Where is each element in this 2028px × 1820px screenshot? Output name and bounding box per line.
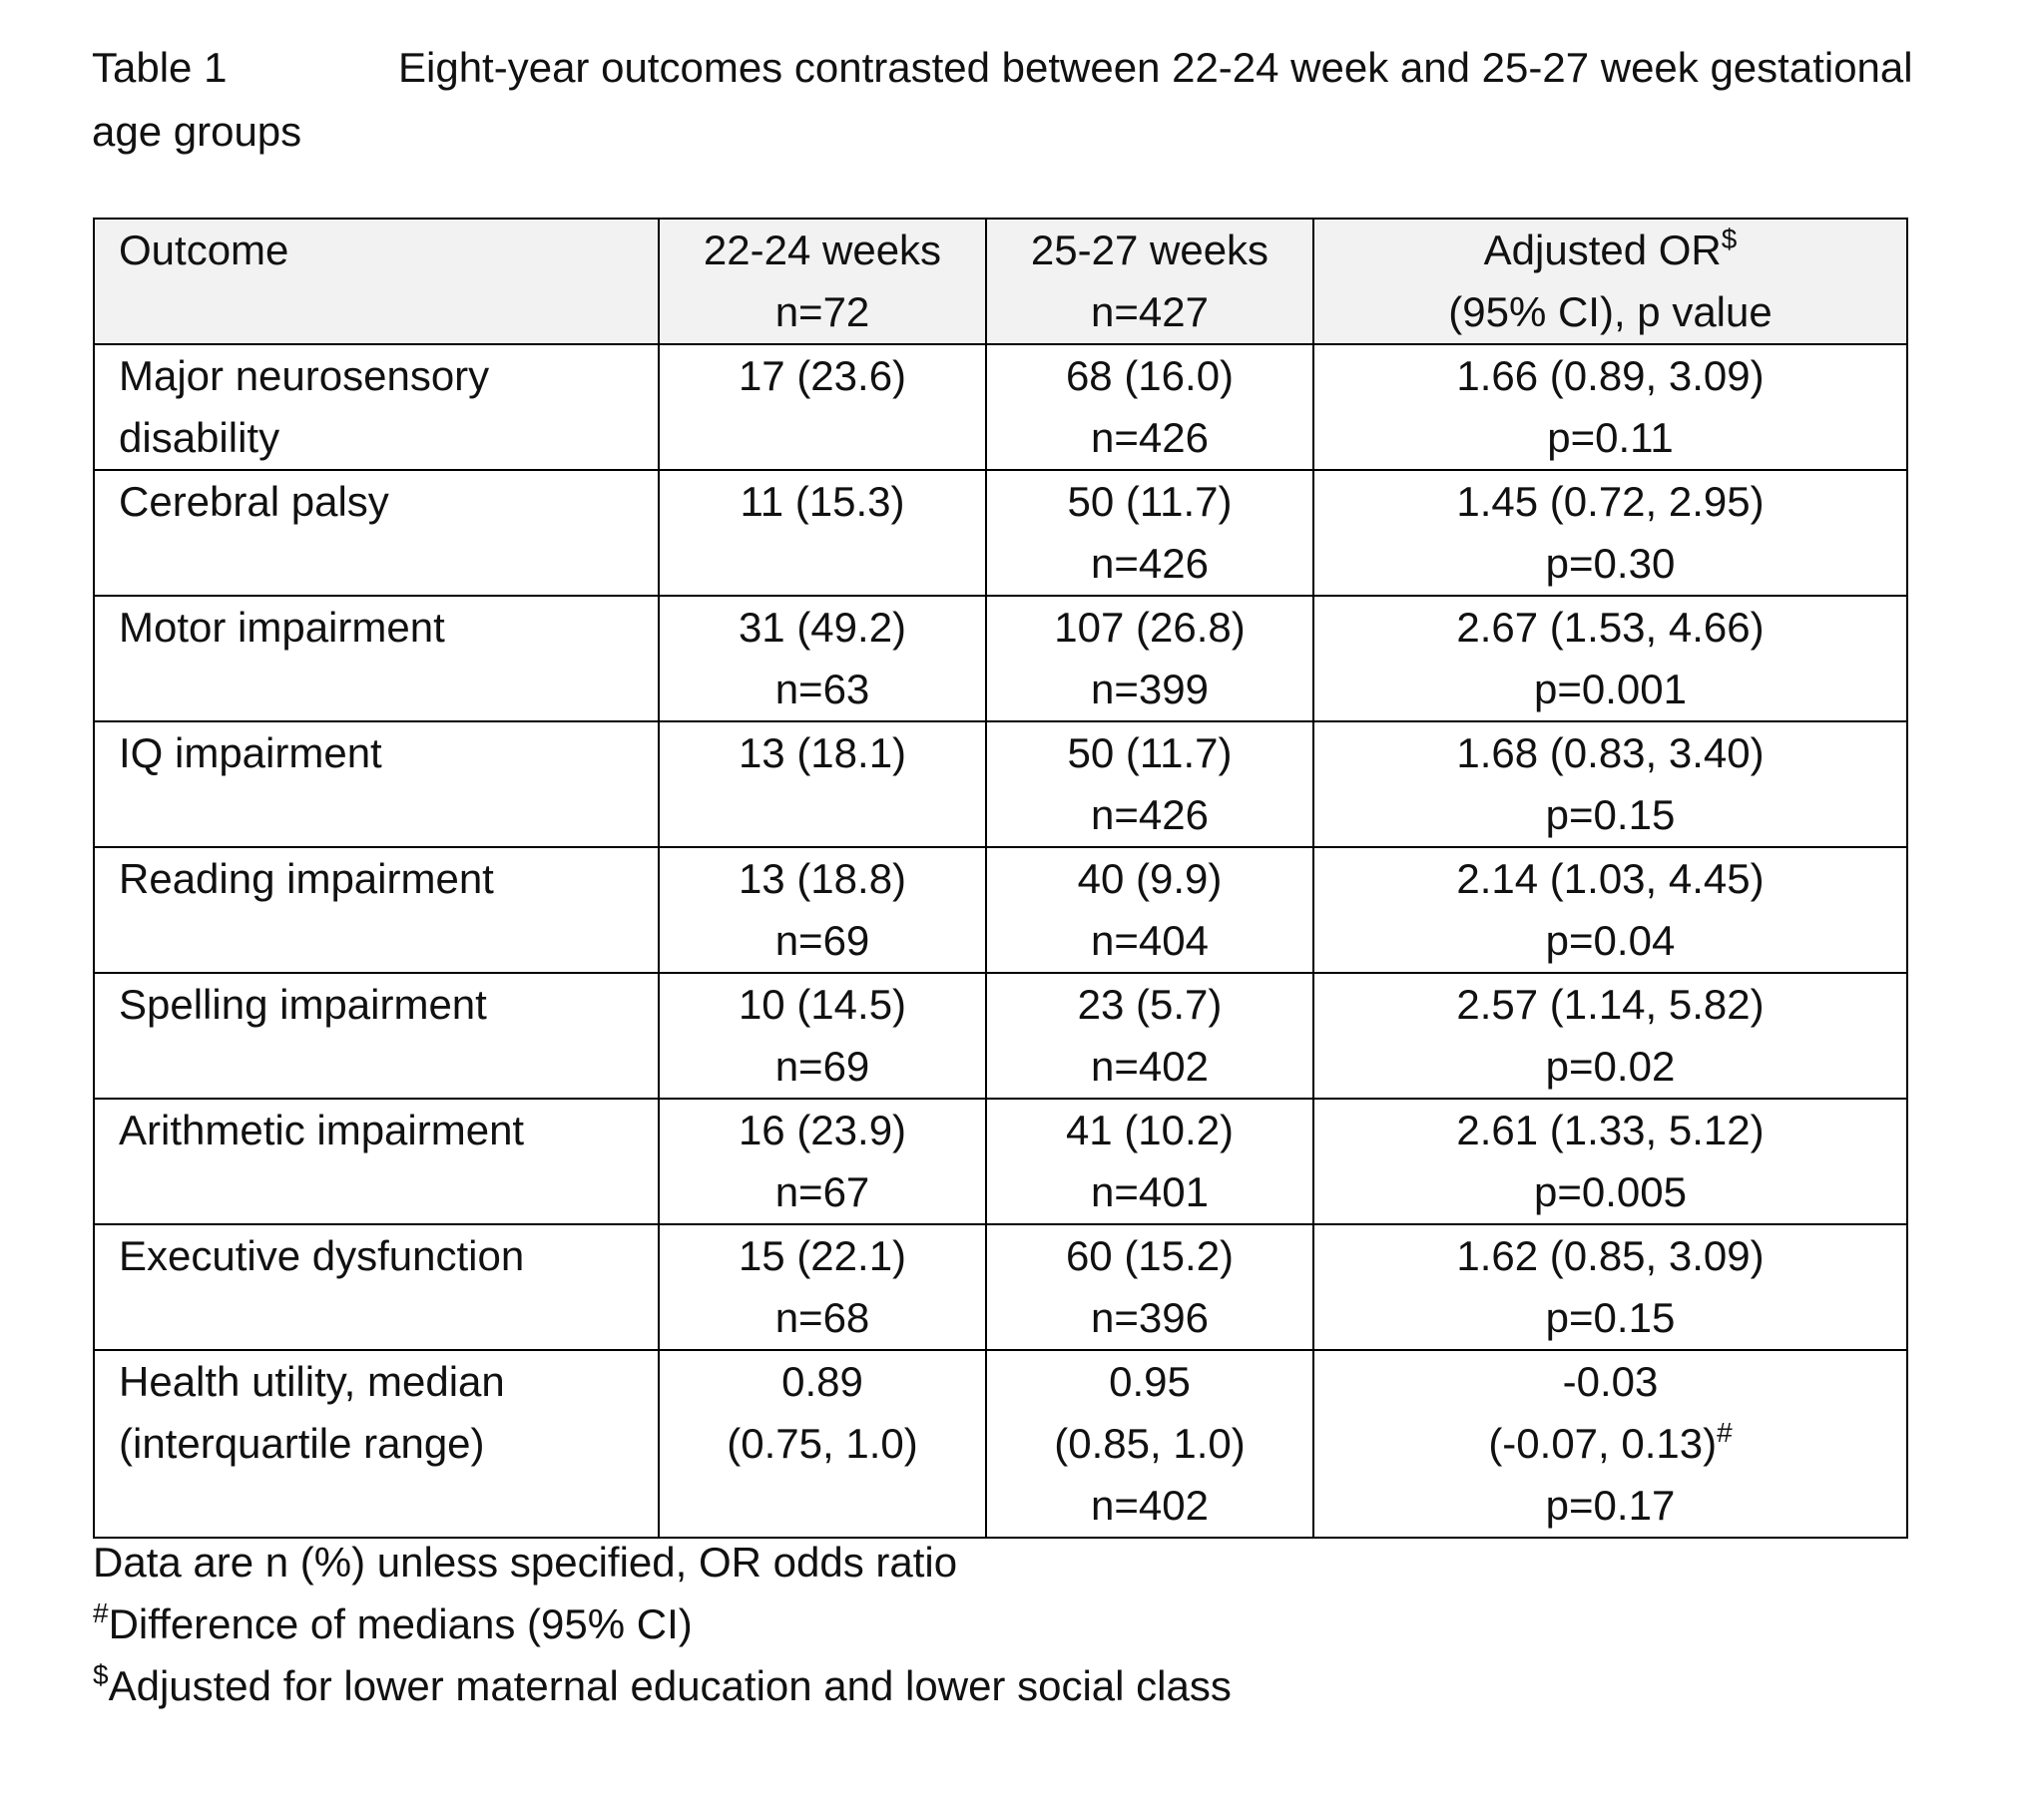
cell-22-24-weeks: 13 (18.1) [658,720,987,848]
cell-outcome: Executive dysfunction [93,1223,660,1351]
table-body: Major neurosensory disability 17 (23.6) 68 … [93,343,1908,1539]
header-adjusted-or: Adjusted OR$ (95% CI), p value [1312,218,1908,345]
cell-adjusted-or: -0.03 (-0.07, 0.13)# p=0.17 [1312,1349,1908,1539]
cell-25-27-weeks: 60 (15.2) n=396 [985,1223,1314,1351]
footnote-dollar: $Adjusted for lower maternal education a… [93,1659,1232,1710]
cell-outcome: Cerebral palsy [93,469,660,597]
header-25-27-weeks: 25-27 weeks n=427 [985,218,1314,345]
cell-adjusted-or: 2.14 (1.03, 4.45) p=0.04 [1312,846,1908,974]
cell-22-24-weeks: 16 (23.9) n=67 [658,1098,987,1225]
cell-adjusted-or: 2.61 (1.33, 5.12) p=0.005 [1312,1098,1908,1225]
cell-25-27-weeks: 40 (9.9) n=404 [985,846,1314,974]
table-row: Major neurosensory disability 17 (23.6) 68 … [93,343,1908,471]
footnote-data-note: Data are n (%) unless specified, OR odds… [93,1539,958,1586]
cell-outcome: Reading impairment [93,846,660,974]
header-outcome: Outcome [93,218,660,345]
cell-22-24-weeks: 10 (14.5) n=69 [658,972,987,1100]
cell-25-27-weeks: 41 (10.2) n=401 [985,1098,1314,1225]
table-row: IQ impairment 13 (18.1) 50 (11.7) n=426 1.68… [93,720,1908,848]
cell-25-27-weeks: 50 (11.7) n=426 [985,720,1314,848]
cell-25-27-weeks: 23 (5.7) n=402 [985,972,1314,1100]
cell-outcome: Major neurosensory disability [93,343,660,471]
cell-25-27-weeks: 68 (16.0) n=426 [985,343,1314,471]
cell-25-27-weeks: 50 (11.7) n=426 [985,469,1314,597]
table-row: Motor impairment 31 (49.2) n=63 107 (26.8) n… [93,595,1908,722]
table-caption: Table 1 Eight-year outcomes contrasted be… [92,36,1948,164]
outcomes-table-container: Outcome 22-24 weeks n=72 25-27 weeks n=4… [93,218,1908,1539]
table-title: Eight-year outcomes contrasted between 2… [92,44,1913,155]
cell-22-24-weeks: 0.89 (0.75, 1.0) [658,1349,987,1539]
header-row: Outcome 22-24 weeks n=72 25-27 weeks n=4… [93,218,1908,345]
cell-22-24-weeks: 11 (15.3) [658,469,987,597]
table-footnotes: Data are n (%) unless specified, OR odds… [93,1532,1232,1717]
table-row: Cerebral palsy 11 (15.3) 50 (11.7) n=426 1.4… [93,469,1908,597]
cell-adjusted-or: 2.57 (1.14, 5.82) p=0.02 [1312,972,1908,1100]
table-row: Executive dysfunction 15 (22.1) n=68 60 (15… [93,1223,1908,1351]
cell-adjusted-or: 1.62 (0.85, 3.09) p=0.15 [1312,1223,1908,1351]
cell-outcome: IQ impairment [93,720,660,848]
footnote-hash: #Difference of medians (95% CI) [93,1597,693,1648]
cell-outcome: Motor impairment [93,595,660,722]
cell-22-24-weeks: 13 (18.8) n=69 [658,846,987,974]
table-row: Arithmetic impairment 16 (23.9) n=67 41 (10… [93,1098,1908,1225]
cell-outcome: Arithmetic impairment [93,1098,660,1225]
cell-adjusted-or: 2.67 (1.53, 4.66) p=0.001 [1312,595,1908,722]
cell-outcome: Spelling impairment [93,972,660,1100]
cell-25-27-weeks: 0.95 (0.85, 1.0) n=402 [985,1349,1314,1539]
cell-adjusted-or: 1.68 (0.83, 3.40) p=0.15 [1312,720,1908,848]
cell-22-24-weeks: 15 (22.1) n=68 [658,1223,987,1351]
cell-adjusted-or: 1.45 (0.72, 2.95) p=0.30 [1312,469,1908,597]
table-row-health-utility: Health utility, median (interquartile ra… [93,1349,1908,1539]
cell-outcome: Health utility, median (interquartile ra… [93,1349,660,1539]
table-label: Table 1 [92,44,228,91]
cell-22-24-weeks: 17 (23.6) [658,343,987,471]
table-row: Reading impairment 13 (18.8) n=69 40 (9.9) n… [93,846,1908,974]
cell-22-24-weeks: 31 (49.2) n=63 [658,595,987,722]
outcomes-table: Outcome 22-24 weeks n=72 25-27 weeks n=4… [93,218,1908,1539]
dollar-footnote-mark: $ [1721,224,1738,254]
table-row: Spelling impairment 10 (14.5) n=69 23 (5.7)… [93,972,1908,1100]
cell-adjusted-or: 1.66 (0.89, 3.09) p=0.11 [1312,343,1908,471]
hash-footnote-mark: # [1717,1417,1733,1448]
header-22-24-weeks: 22-24 weeks n=72 [658,218,987,345]
cell-25-27-weeks: 107 (26.8) n=399 [985,595,1314,722]
